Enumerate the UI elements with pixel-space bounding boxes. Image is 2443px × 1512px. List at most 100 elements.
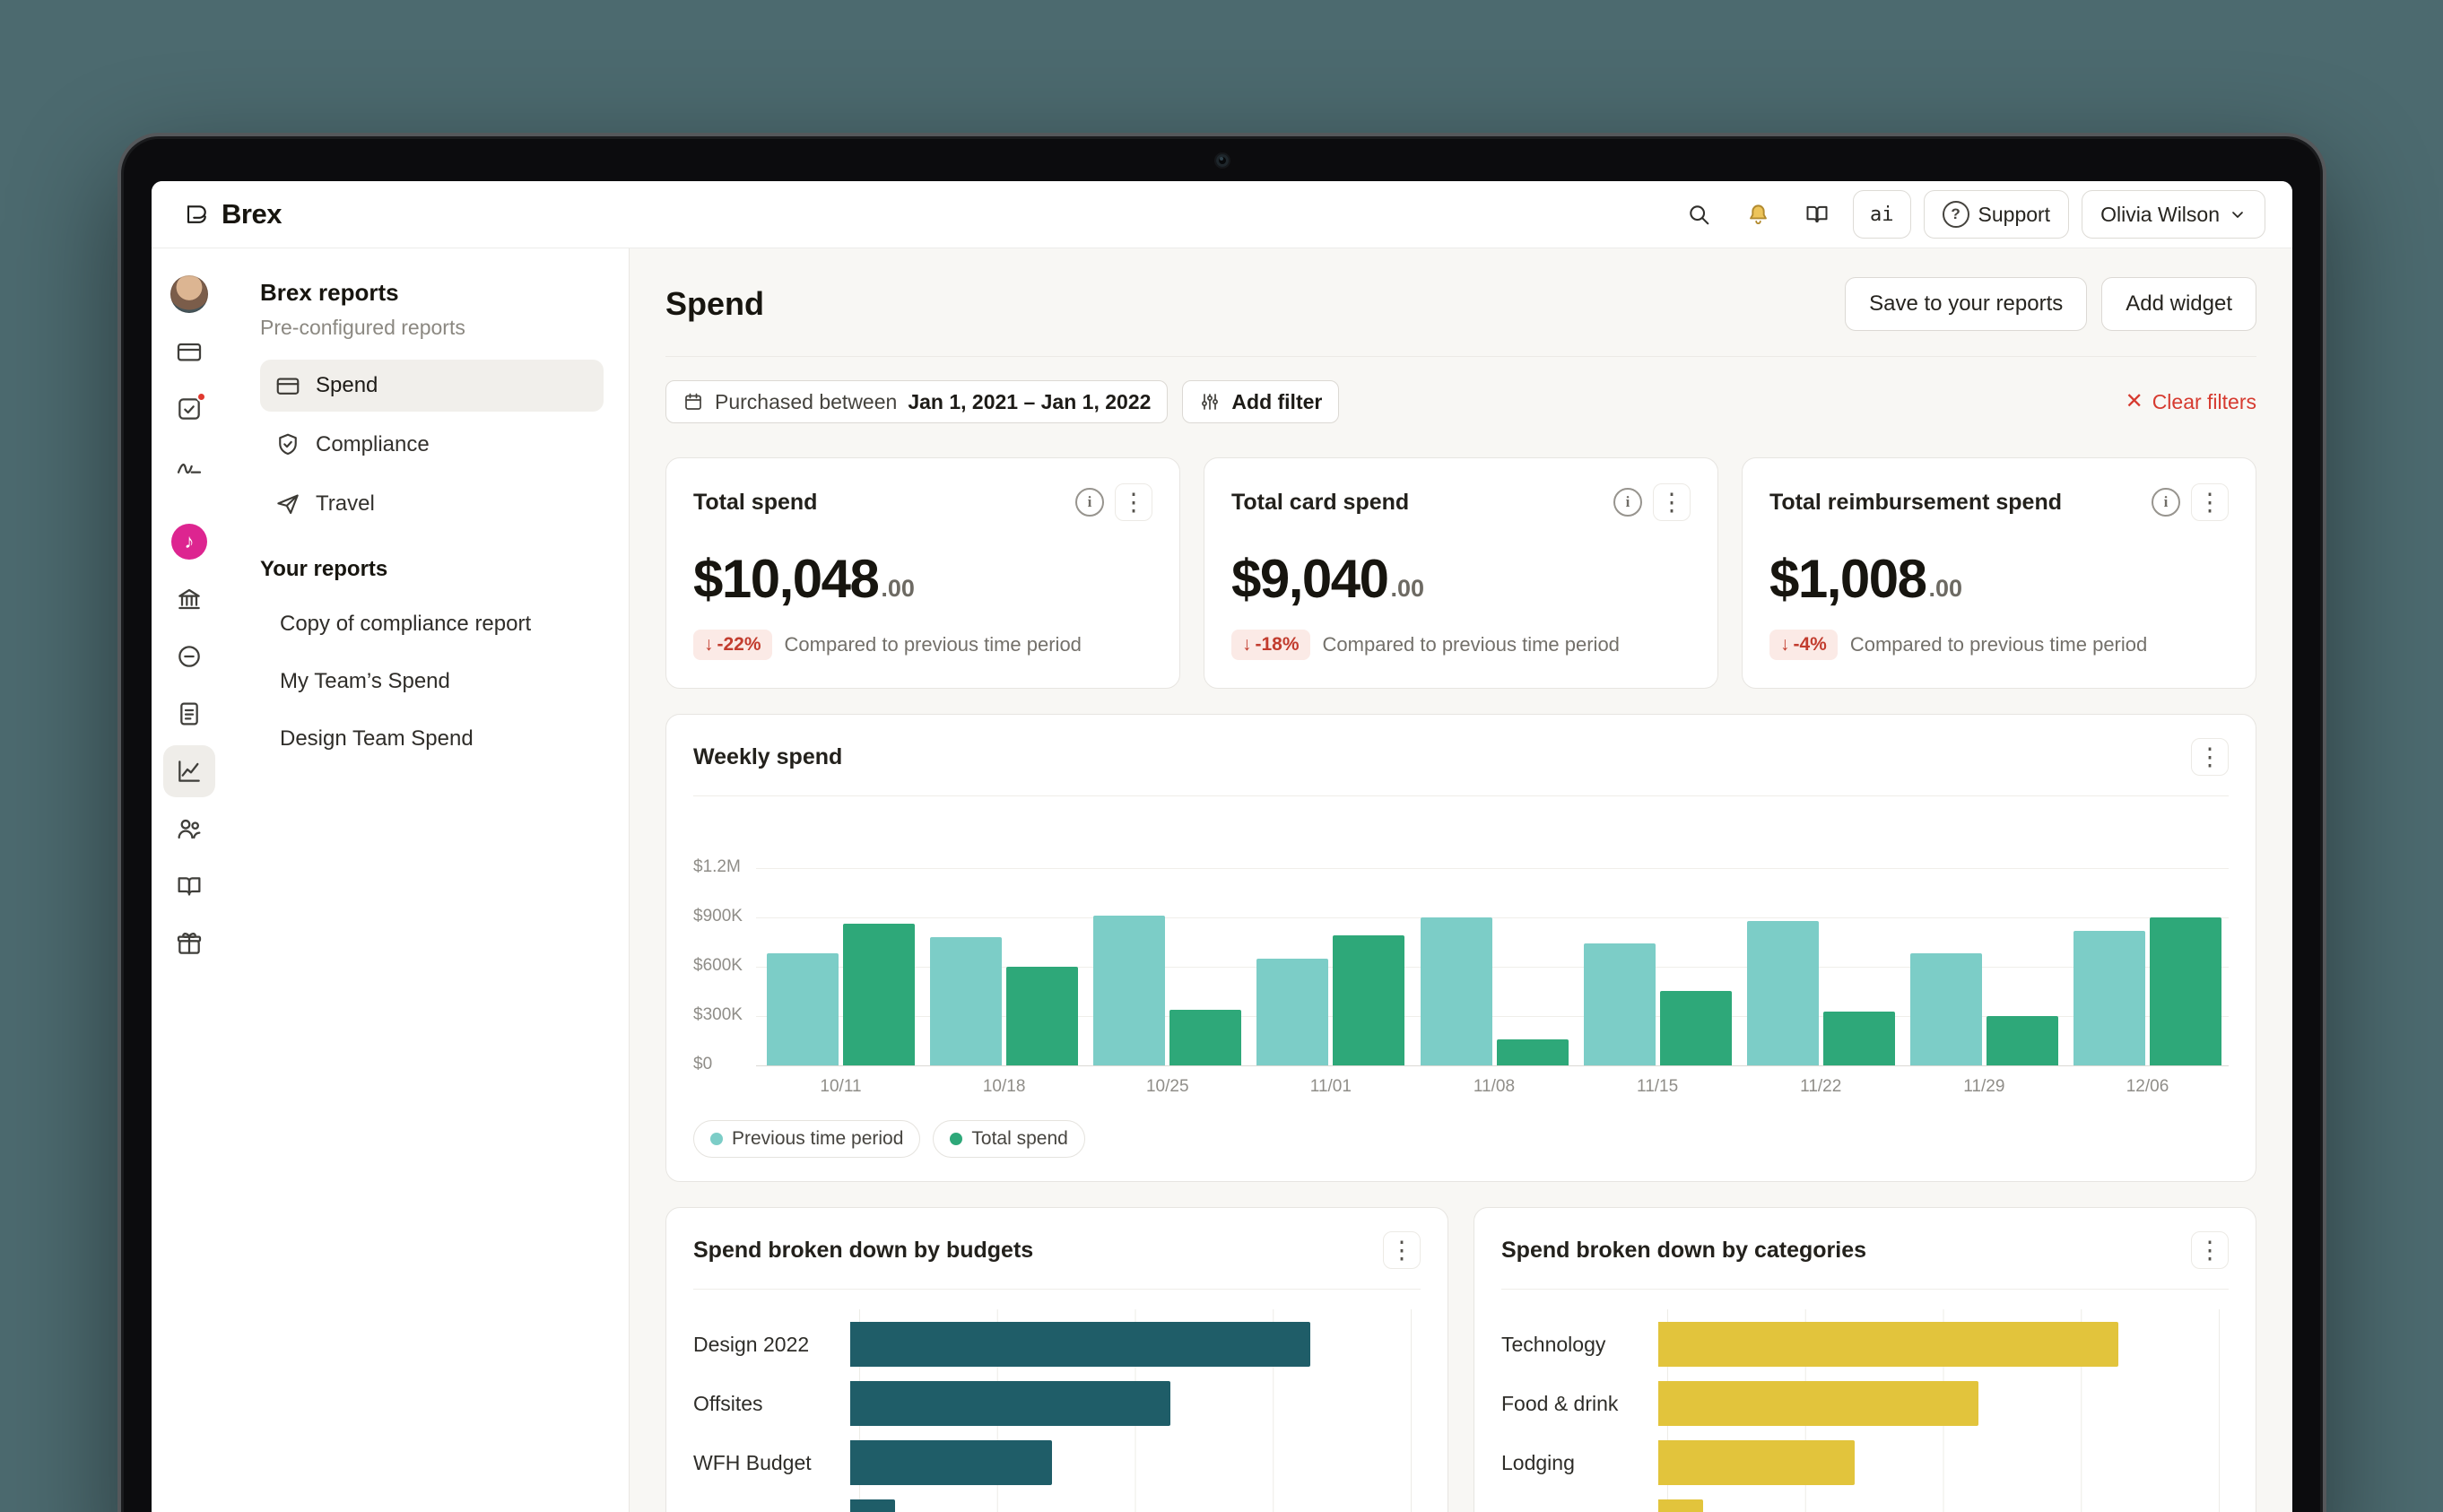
- your-reports-heading: Your reports: [260, 557, 388, 581]
- add-widget-button[interactable]: Add widget: [2101, 277, 2256, 331]
- bar[interactable]: [2074, 931, 2145, 1065]
- sidebar-item-design-team-spend[interactable]: Design Team Spend: [260, 713, 604, 765]
- bar[interactable]: [1659, 991, 1732, 1065]
- rail-reports[interactable]: [163, 745, 215, 797]
- bar[interactable]: [1986, 1016, 2058, 1065]
- save-to-reports-button[interactable]: Save to your reports: [1845, 277, 2088, 331]
- bar[interactable]: [1256, 959, 1329, 1065]
- amount: $10,048: [693, 549, 880, 609]
- rail-wallet[interactable]: [163, 326, 215, 378]
- kebab-menu-button[interactable]: ⋮: [1653, 483, 1691, 521]
- bar[interactable]: [1169, 1010, 1242, 1065]
- rail-rewards[interactable]: [163, 917, 215, 969]
- total-spend-card: Total spend i ⋮ $10,048 .00 ↓ -22%: [665, 457, 1180, 689]
- bar[interactable]: [1583, 943, 1656, 1065]
- rail-resources[interactable]: [163, 860, 215, 912]
- info-icon[interactable]: i: [1075, 488, 1104, 517]
- arrow-down-icon: ↓: [1780, 634, 1790, 655]
- bar[interactable]: [850, 1440, 1053, 1485]
- date-filter-chip[interactable]: Purchased between Jan 1, 2021 – Jan 1, 2…: [665, 380, 1169, 423]
- bar[interactable]: [850, 1322, 1311, 1367]
- info-icon[interactable]: i: [2152, 488, 2180, 517]
- rail-team[interactable]: [163, 803, 215, 855]
- shield-icon: [279, 433, 297, 456]
- y-axis-label: $600K: [693, 956, 743, 975]
- rail-signature[interactable]: [163, 440, 215, 492]
- clear-filters-button[interactable]: ✕ Clear filters: [2126, 390, 2256, 414]
- sidebar-subtitle: Pre-configured reports: [260, 316, 465, 339]
- rail-workspace[interactable]: ♪: [163, 516, 215, 568]
- y-axis-label: $900K: [693, 907, 743, 925]
- widget-header: Spend broken down by budgets ⋮: [693, 1231, 1421, 1290]
- bar[interactable]: [843, 924, 915, 1065]
- clear-filters-label: Clear filters: [2152, 389, 2256, 413]
- rail-documents[interactable]: [163, 688, 215, 740]
- bar[interactable]: [767, 953, 839, 1065]
- bar[interactable]: [1093, 916, 1166, 1065]
- help-icon: ?: [1942, 201, 1969, 228]
- kebab-menu-button[interactable]: ⋮: [2191, 1231, 2229, 1269]
- sidebar-item-my-teams-spend[interactable]: My Team’s Spend: [260, 656, 604, 708]
- kebab-menu-button[interactable]: ⋮: [2191, 483, 2229, 521]
- card-header: Total reimbursement spend i ⋮: [1769, 483, 2229, 521]
- signature-icon: [177, 464, 202, 474]
- bar[interactable]: [1822, 1012, 1895, 1065]
- bar[interactable]: [1909, 953, 1982, 1065]
- sidebar-item-label: Spend: [316, 373, 378, 397]
- bar[interactable]: [930, 937, 1003, 1065]
- disc-icon: [178, 646, 200, 667]
- user-menu-button[interactable]: Olivia Wilson: [2082, 190, 2265, 239]
- docs-button[interactable]: [1794, 191, 1840, 238]
- gridline: [756, 1065, 2229, 1066]
- comparison-label: Compared to previous time period: [784, 633, 1082, 656]
- music-note-glyph: ♪: [184, 530, 195, 552]
- bar-group: [930, 937, 1079, 1065]
- bar[interactable]: [1658, 1381, 1978, 1426]
- gift-icon: [177, 933, 202, 954]
- bar[interactable]: [1006, 967, 1079, 1065]
- ai-button[interactable]: ai: [1853, 190, 1911, 239]
- user-avatar[interactable]: [163, 268, 215, 320]
- rail-disc[interactable]: [163, 630, 215, 682]
- hbar-row: WFH Budget: [693, 1440, 1421, 1485]
- rail-bank[interactable]: [163, 573, 215, 625]
- legend-previous-period[interactable]: Previous time period: [693, 1120, 921, 1158]
- bell-icon: [1749, 204, 1767, 224]
- page-header: Spend Save to your reports Add widget: [665, 248, 2256, 357]
- x-axis-label: 11/08: [1473, 1077, 1516, 1096]
- bar[interactable]: [1496, 1039, 1569, 1065]
- legend-total-spend[interactable]: Total spend: [933, 1120, 1085, 1158]
- search-button[interactable]: [1675, 191, 1722, 238]
- bar[interactable]: [1333, 935, 1405, 1065]
- bar[interactable]: [1658, 1322, 2119, 1367]
- sidebar-item-travel[interactable]: Travel: [260, 478, 604, 530]
- x-axis-label: 10/25: [1145, 1077, 1189, 1096]
- support-button[interactable]: ? Support: [1923, 190, 2070, 239]
- info-icon[interactable]: i: [1613, 488, 1642, 517]
- bar[interactable]: [1658, 1440, 1856, 1485]
- card-header: Total spend i ⋮: [693, 483, 1152, 521]
- plane-icon: [277, 494, 299, 515]
- comparison-label: Compared to previous time period: [1849, 633, 2148, 656]
- app-body: ♪: [152, 248, 2292, 1512]
- notifications-button[interactable]: [1734, 191, 1781, 238]
- kebab-menu-button[interactable]: ⋮: [2191, 738, 2229, 776]
- brex-logo[interactable]: Brex: [184, 198, 282, 230]
- gridline: [756, 917, 2229, 918]
- add-filter-chip[interactable]: Add filter: [1182, 380, 1340, 423]
- card-title: Total reimbursement spend: [1769, 489, 2062, 515]
- sidebar-item-compliance[interactable]: Compliance: [260, 419, 604, 471]
- bar[interactable]: [1420, 917, 1492, 1065]
- bar[interactable]: [850, 1499, 896, 1512]
- amount-cents: .00: [1928, 575, 1963, 602]
- sidebar-item-spend[interactable]: Spend: [260, 360, 604, 412]
- kebab-menu-button[interactable]: ⋮: [1115, 483, 1152, 521]
- bar[interactable]: [1746, 921, 1819, 1065]
- sidebar-item-copy-of-compliance-report[interactable]: Copy of compliance report: [260, 598, 604, 650]
- bar[interactable]: [850, 1381, 1170, 1426]
- avatar: [170, 275, 208, 313]
- rail-tasks[interactable]: [163, 383, 215, 435]
- bar[interactable]: [2150, 917, 2221, 1065]
- kebab-menu-button[interactable]: ⋮: [1383, 1231, 1421, 1269]
- bar[interactable]: [1658, 1499, 1704, 1512]
